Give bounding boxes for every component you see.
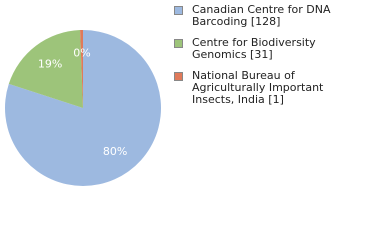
legend-label: Canadian Centre for DNA Barcoding [128] (192, 3, 331, 28)
legend: Canadian Centre for DNA Barcoding [128] C… (174, 4, 374, 115)
legend-swatch (174, 6, 183, 15)
legend-label: National Bureau of Agriculturally Import… (192, 69, 324, 106)
legend-swatch (174, 39, 183, 48)
pie-slice (4, 30, 161, 186)
legend-item: National Bureau of Agriculturally Import… (174, 70, 332, 106)
slice-label: 0% (73, 46, 90, 59)
legend-label: Centre for Biodiversity Genomics [31] (192, 36, 316, 61)
pie-slice (8, 30, 84, 109)
slice-label: 80% (103, 145, 127, 158)
pie-slice (80, 30, 83, 108)
legend-item: Canadian Centre for DNA Barcoding [128] (174, 4, 332, 28)
legend-swatch (174, 72, 183, 81)
legend-item: Centre for Biodiversity Genomics [31] (174, 37, 332, 61)
chart: 80% 19% 0% (4, 30, 161, 186)
slice-label: 19% (38, 57, 62, 70)
